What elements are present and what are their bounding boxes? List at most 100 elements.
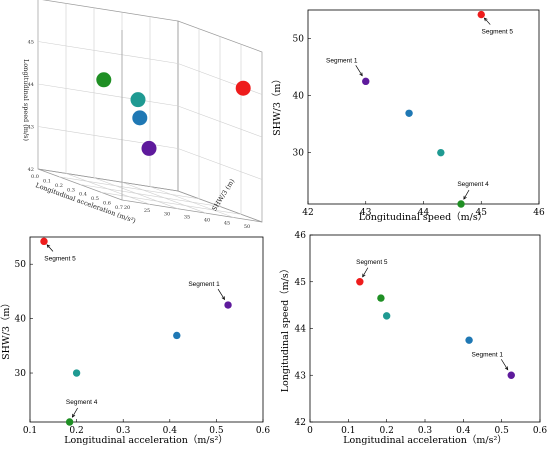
x-tick-label: 0.2 xyxy=(55,183,63,189)
back-wall xyxy=(37,0,179,192)
x-tick-label: 0.5 xyxy=(91,196,99,202)
y-tick-label: 45 xyxy=(224,221,230,227)
grid-line xyxy=(37,83,263,138)
x-tick-label: 0 xyxy=(307,426,313,436)
y-tick-label: 42 xyxy=(295,418,306,428)
x-tick-label: 0.0 xyxy=(31,174,39,180)
z-tick-label: 44 xyxy=(28,82,34,88)
y-tick-label: 43 xyxy=(295,371,307,381)
x-tick-label: 42 xyxy=(302,208,313,218)
floor xyxy=(37,168,263,223)
y-axis-label: SHW/3（m） xyxy=(271,74,283,136)
data-point xyxy=(130,92,146,108)
annotation-label: Segment 1 xyxy=(472,351,504,358)
plot-frame xyxy=(309,234,541,423)
annotation-label: Segment 4 xyxy=(457,181,489,188)
data-point xyxy=(40,237,48,246)
y-tick-label: 35 xyxy=(184,214,190,220)
annotation-arrowhead xyxy=(362,273,366,278)
data-point xyxy=(72,369,81,377)
annotation-label: Segment 1 xyxy=(188,281,220,288)
y-tick-label: 30 xyxy=(293,149,305,159)
grid-line xyxy=(37,41,263,95)
grid-line xyxy=(37,126,263,180)
x-tick-label: 44 xyxy=(418,208,430,218)
x-tick-label: 0.6 xyxy=(533,426,548,436)
annotation-arrow xyxy=(362,267,369,278)
y-tick-label: 20 xyxy=(124,205,130,211)
grid-line xyxy=(58,28,200,200)
x-tick-label: 0.5 xyxy=(209,426,224,436)
annotation-arrow xyxy=(500,359,509,370)
data-point xyxy=(382,312,391,320)
y-axis-label: SHW/3（m） xyxy=(0,298,12,360)
annotation-arrow xyxy=(463,189,470,200)
z-tick-label: 43 xyxy=(28,125,34,131)
x-tick-label: 0.6 xyxy=(256,426,271,436)
data-point xyxy=(141,140,157,156)
annotation-arrowhead xyxy=(463,195,467,200)
data-point xyxy=(235,80,251,96)
y-tick-label: 45 xyxy=(295,278,307,288)
y-tick-label: 40 xyxy=(15,315,27,325)
grid-line xyxy=(93,7,179,210)
z-tick-label: 45 xyxy=(28,40,34,46)
y-tick-label: 50 xyxy=(293,35,305,45)
data-point xyxy=(437,148,445,157)
x-axis-label: Longitudinal acceleration（m/s²） xyxy=(343,434,507,446)
grid-line xyxy=(100,44,242,215)
panel-bottom-left: 0.1 0.2 0.3 0.4 0.5 0.6 30 40 50 Longitudinal acc… xyxy=(0,236,271,446)
x-tick-label: 0.4 xyxy=(163,426,178,436)
plot-frame xyxy=(307,9,540,205)
x-tick-label: 45 xyxy=(476,208,488,218)
data-point xyxy=(356,278,364,286)
data-point xyxy=(96,72,112,88)
annotation-label: Segment 4 xyxy=(66,399,98,406)
y-tick-label: 46 xyxy=(295,231,307,241)
x-tick-label: 0.2 xyxy=(69,426,83,436)
y-tick-label: 30 xyxy=(15,369,27,379)
y-tick-label: 50 xyxy=(244,224,250,230)
annotation-arrowhead xyxy=(72,413,76,418)
plot-frame xyxy=(29,236,264,423)
annotation-arrow xyxy=(217,288,225,300)
x-tick-label: 46 xyxy=(533,208,545,218)
x-tick-label: 43 xyxy=(360,208,372,218)
data-point xyxy=(465,336,473,344)
grid-line xyxy=(149,16,235,218)
data-point xyxy=(132,110,148,126)
z-axis-label: Longitudinal speed (m/s) xyxy=(22,59,30,142)
annotation-arrowhead xyxy=(483,17,488,22)
x-tick-label: 0.4 xyxy=(79,192,87,198)
data-point xyxy=(507,371,515,379)
x-tick-label: 0.3 xyxy=(67,187,75,193)
annotation-arrow xyxy=(355,65,363,76)
annotation-arrowhead xyxy=(359,72,363,77)
y-tick-label: 44 xyxy=(295,325,307,335)
annotation-arrowhead xyxy=(504,366,509,371)
x-tick-label: 0.1 xyxy=(43,178,51,184)
annotation-arrow xyxy=(72,407,78,418)
annotation-label: Segment 5 xyxy=(482,29,514,36)
grid-line xyxy=(79,36,221,207)
x-tick-label: 0.5 xyxy=(495,426,510,436)
y-tick-label: 40 xyxy=(204,218,210,224)
y-tick-label: 40 xyxy=(293,92,305,102)
y-axis-label: Longitudinal speed（m/s） xyxy=(279,264,291,393)
x-tick-label: 0.4 xyxy=(456,426,471,436)
x-tick-label: 0.3 xyxy=(116,426,131,436)
y-tick-label: 25 xyxy=(144,208,150,214)
x-tick-label: 0.7 xyxy=(115,205,123,211)
x-axis-label: Longitudinal speed（m/s） xyxy=(359,211,488,223)
data-point xyxy=(477,10,485,19)
data-point xyxy=(405,109,413,117)
z-tick-label: 42 xyxy=(28,167,34,173)
x-axis-label: Longitudinal acceleration（m/s²） xyxy=(64,434,228,446)
annotation-arrowhead xyxy=(221,296,225,301)
x-tick-label: 0.1 xyxy=(341,426,355,436)
annotation-label: Segment 5 xyxy=(44,255,76,262)
data-point xyxy=(173,331,181,340)
data-point xyxy=(362,77,370,86)
data-point xyxy=(65,418,74,426)
